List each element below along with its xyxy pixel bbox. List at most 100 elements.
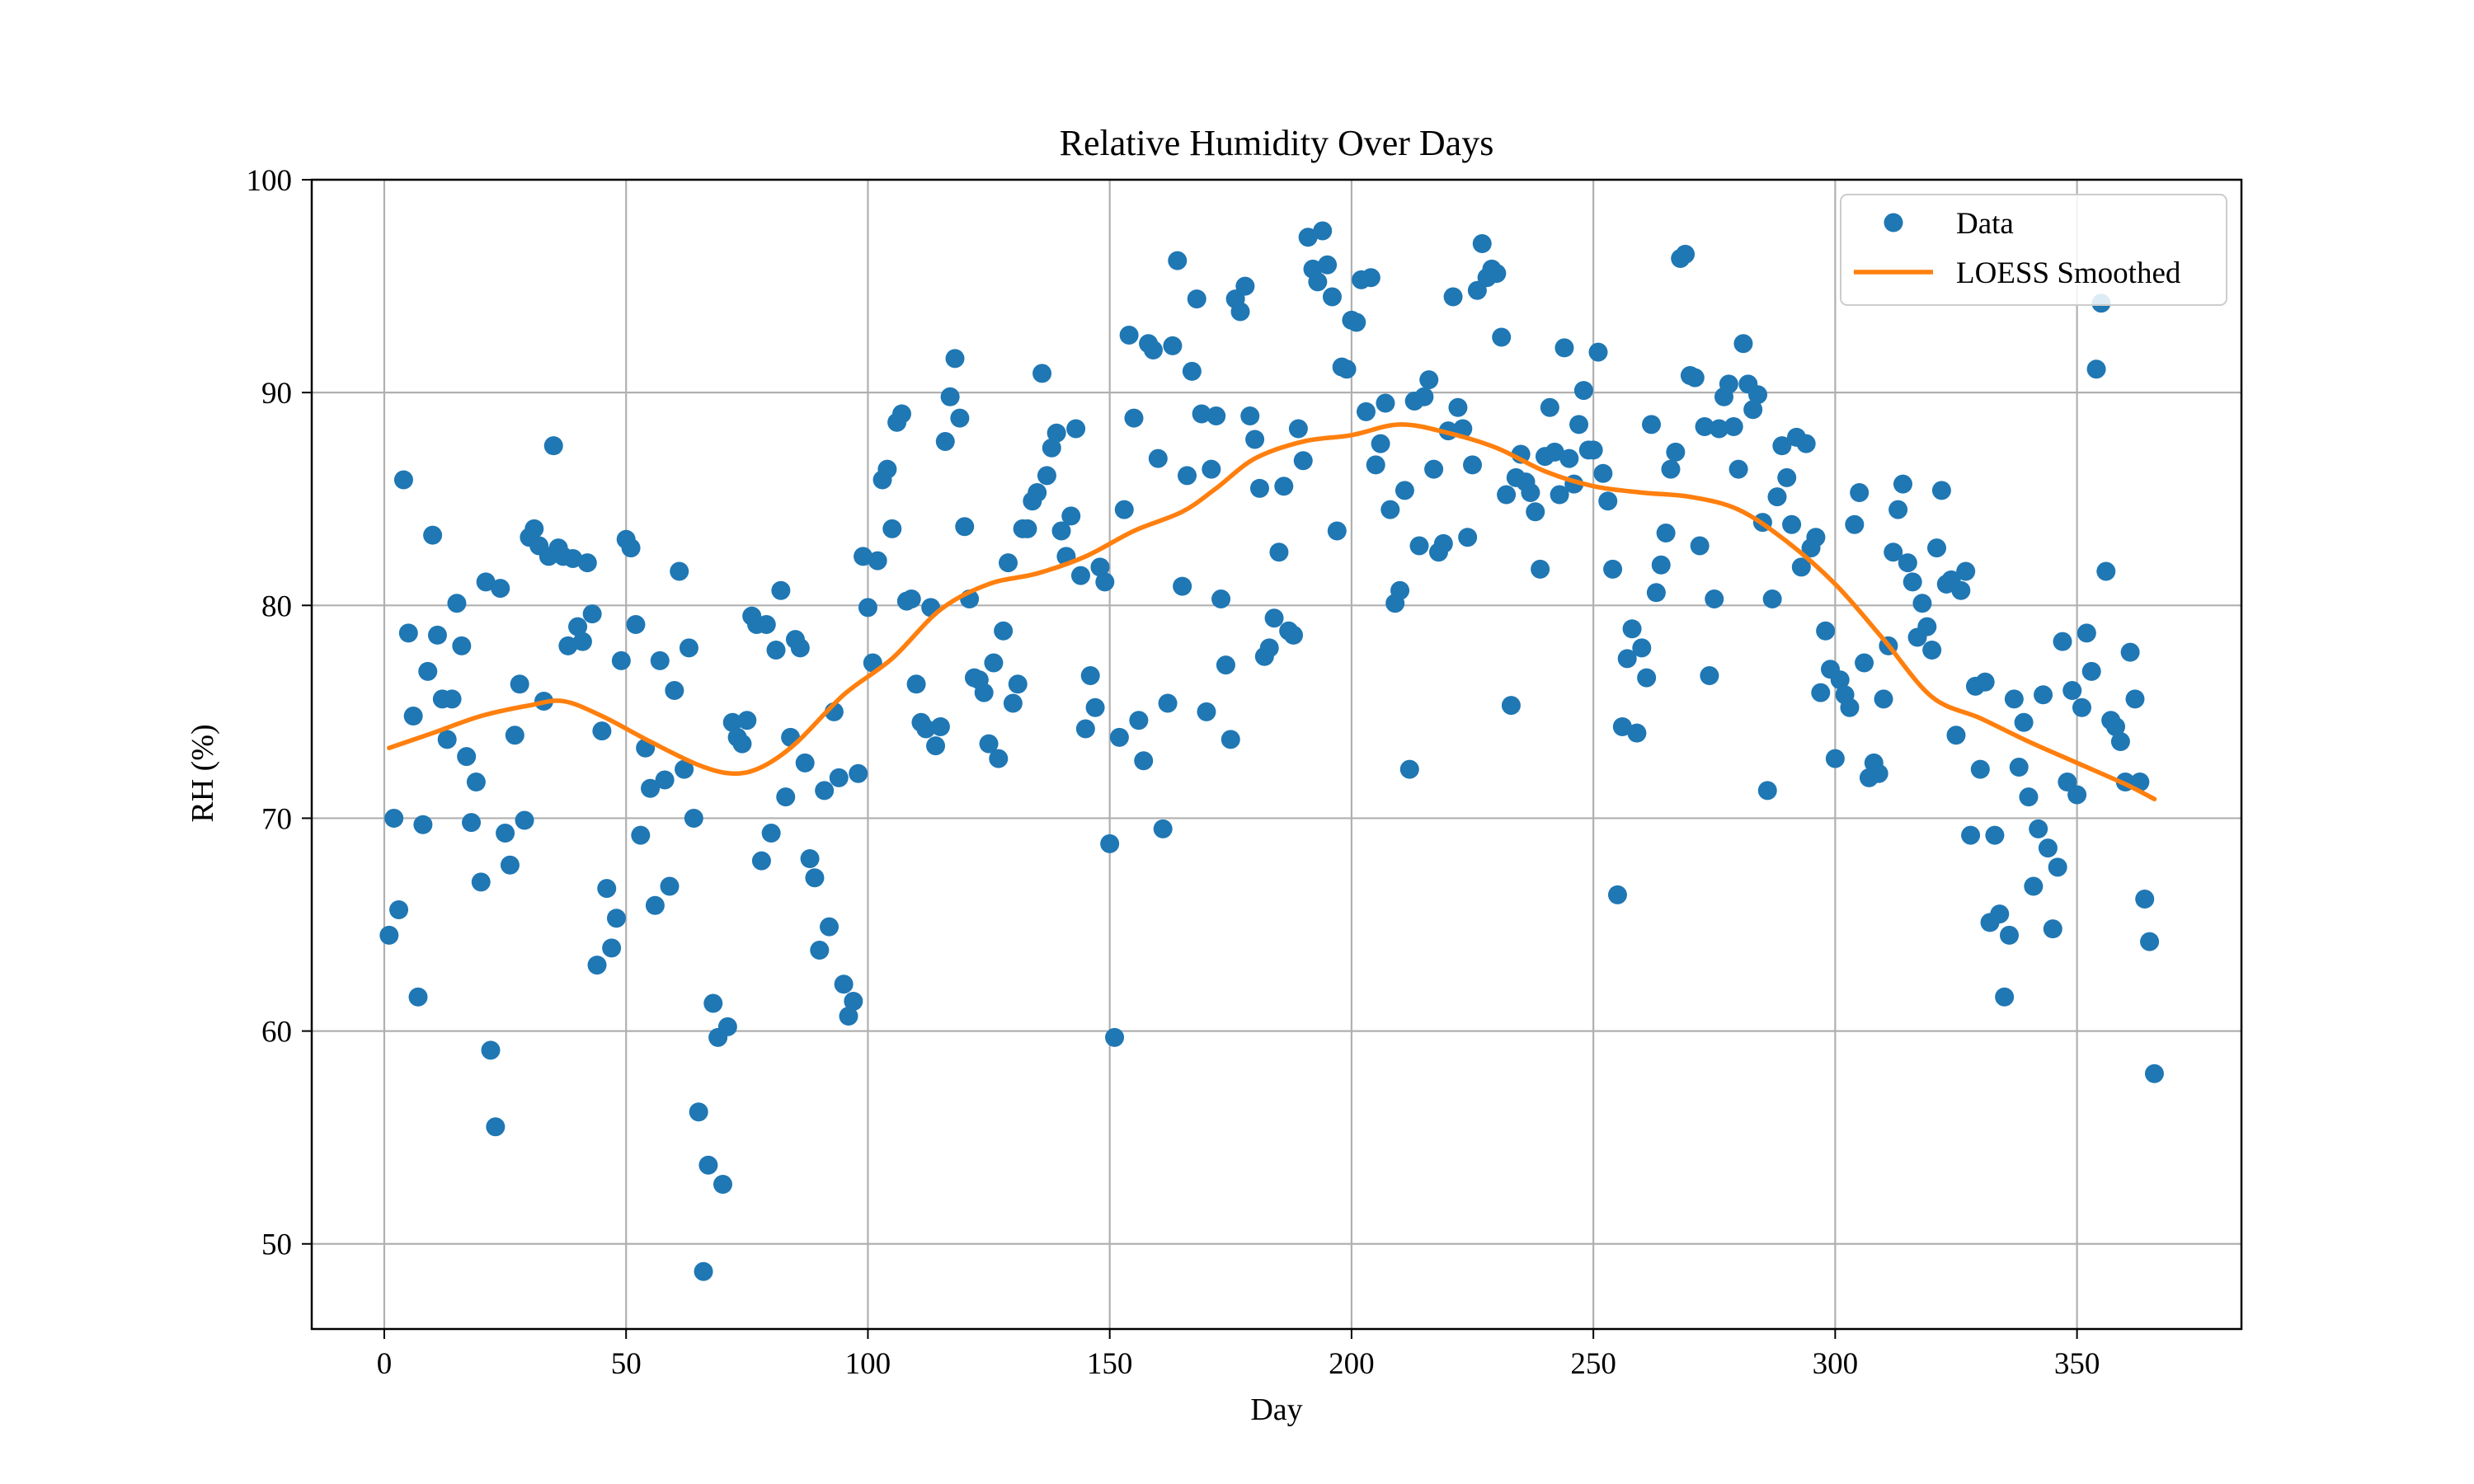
- data-point: [1100, 834, 1120, 853]
- data-point: [1395, 481, 1414, 500]
- data-point: [1109, 727, 1129, 747]
- data-point: [766, 641, 786, 660]
- data-point: [1757, 781, 1777, 801]
- data-point: [2067, 785, 2087, 805]
- legend-data-label: Data: [1956, 207, 2014, 241]
- data-point: [1221, 730, 1240, 749]
- data-point: [1559, 448, 1579, 468]
- data-point: [1037, 466, 1056, 486]
- data-point: [1129, 711, 1149, 730]
- data-point: [2062, 681, 2082, 701]
- data-point: [1622, 619, 1642, 639]
- data-point: [1414, 387, 1434, 406]
- data-point: [829, 768, 849, 787]
- data-point: [1995, 987, 2015, 1007]
- data-point: [2038, 838, 2058, 858]
- data-point: [1632, 638, 1652, 658]
- data-point: [1419, 370, 1439, 390]
- data-point: [1264, 608, 1284, 628]
- data-point: [1148, 448, 1168, 468]
- x-tick-label: 300: [1813, 1347, 1859, 1381]
- data-point: [1830, 670, 1850, 690]
- data-point: [626, 615, 646, 635]
- data-point: [1124, 408, 1144, 428]
- data-point: [805, 868, 825, 888]
- data-point: [1168, 251, 1188, 270]
- data-point: [844, 991, 863, 1011]
- data-point: [1970, 759, 1990, 779]
- data-point: [2072, 697, 2091, 717]
- data-point: [1424, 459, 1444, 479]
- data-point: [974, 683, 994, 702]
- data-point: [1690, 536, 1710, 556]
- data-point: [505, 726, 524, 745]
- data-point: [2140, 932, 2160, 951]
- data-point: [1202, 459, 1221, 479]
- data-point: [1085, 697, 1105, 717]
- data-point: [1070, 566, 1090, 585]
- data-point: [1158, 693, 1178, 713]
- data-point: [717, 1017, 737, 1036]
- data-point: [1767, 487, 1787, 507]
- data-point: [650, 650, 670, 670]
- data-point: [1912, 594, 1932, 613]
- plot-frame: [310, 178, 2243, 1331]
- data-point: [592, 721, 612, 741]
- data-point: [1946, 726, 1966, 745]
- data-point: [1192, 404, 1211, 424]
- x-tick-label: 250: [1570, 1347, 1616, 1381]
- data-point: [1772, 436, 1792, 456]
- y-tick-label: 90: [261, 377, 292, 411]
- data-point: [2004, 689, 2024, 709]
- data-point: [1777, 467, 1797, 487]
- data-point: [1816, 621, 1836, 641]
- y-tick-label: 100: [247, 164, 293, 198]
- data-point: [1719, 374, 1738, 394]
- data-point: [457, 747, 477, 767]
- data-point: [413, 815, 433, 834]
- data-point: [1497, 485, 1517, 505]
- data-point: [1840, 697, 1860, 717]
- data-point: [558, 636, 578, 655]
- data-point: [476, 572, 496, 592]
- data-point: [926, 736, 946, 756]
- y-tick-label: 80: [261, 589, 292, 623]
- data-point: [437, 730, 457, 749]
- legend-box: [1840, 194, 2227, 306]
- data-point: [481, 1040, 501, 1060]
- data-point: [713, 1174, 732, 1194]
- data-point: [955, 517, 975, 537]
- data-point: [1105, 1027, 1125, 1047]
- data-point: [1593, 463, 1613, 483]
- data-point: [820, 917, 840, 937]
- data-point: [1318, 255, 1338, 275]
- data-point: [1782, 514, 1802, 534]
- data-point: [2096, 561, 2116, 581]
- data-point: [486, 1117, 506, 1137]
- data-point: [1588, 342, 1608, 362]
- data-point: [684, 808, 703, 828]
- data-point: [1361, 268, 1380, 288]
- data-point: [2110, 732, 2130, 752]
- y-tick-label: 50: [261, 1228, 292, 1262]
- data-point: [1869, 763, 1888, 783]
- data-point: [732, 734, 752, 754]
- data-point: [940, 387, 960, 406]
- data-point: [1376, 393, 1395, 413]
- data-point: [543, 436, 563, 456]
- data-point: [1666, 442, 1686, 462]
- data-point: [1999, 925, 2019, 945]
- data-point: [1003, 693, 1023, 713]
- data-point: [1337, 359, 1357, 379]
- data-point: [935, 432, 955, 452]
- data-point: [1710, 419, 1729, 439]
- data-point: [515, 810, 534, 830]
- data-point: [930, 716, 950, 736]
- plot-marks: [379, 221, 2164, 1281]
- data-point: [1603, 559, 1623, 579]
- data-point: [655, 770, 675, 790]
- data-point: [689, 1102, 708, 1122]
- data-point: [694, 1261, 713, 1281]
- data-point: [1284, 625, 1304, 645]
- data-point: [393, 470, 413, 490]
